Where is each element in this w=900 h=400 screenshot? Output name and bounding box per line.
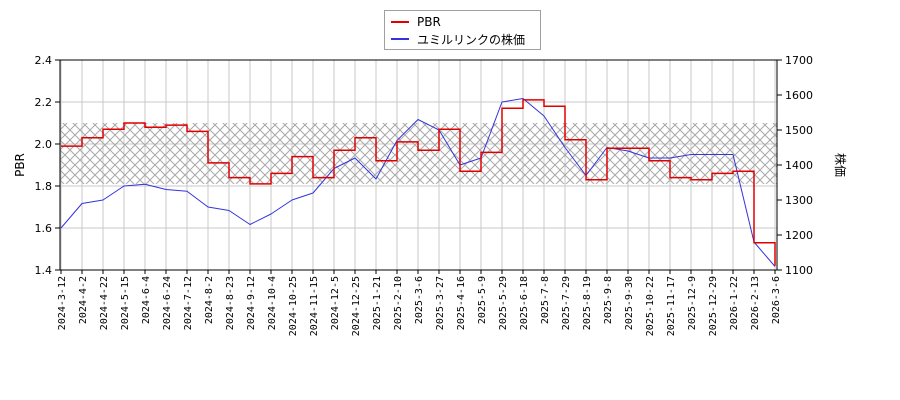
svg-text:2026-1-22: 2026-1-22 xyxy=(729,276,740,330)
svg-text:2025-11-17: 2025-11-17 xyxy=(666,276,677,336)
svg-text:2024-3-12: 2024-3-12 xyxy=(57,276,68,330)
left-axis: 1.4 1.6 1.8 2.0 2.2 2.4 xyxy=(35,54,60,277)
svg-text:2025-1-21: 2025-1-21 xyxy=(372,276,383,330)
svg-text:2025-4-16: 2025-4-16 xyxy=(456,276,467,330)
legend-label-price: ユミルリンクの株価 xyxy=(417,32,526,47)
svg-text:1.4: 1.4 xyxy=(35,264,53,277)
svg-text:2024-9-12: 2024-9-12 xyxy=(246,276,257,330)
svg-text:1.8: 1.8 xyxy=(35,180,53,193)
svg-text:2025-6-18: 2025-6-18 xyxy=(519,276,530,330)
svg-text:2.0: 2.0 xyxy=(35,138,53,151)
svg-text:2024-6-24: 2024-6-24 xyxy=(162,276,173,330)
right-axis: 1100 1200 1300 1400 1500 1600 1700 xyxy=(777,54,813,277)
svg-text:2025-9-8: 2025-9-8 xyxy=(603,276,614,324)
svg-text:1.6: 1.6 xyxy=(35,222,53,235)
svg-text:1400: 1400 xyxy=(785,159,813,172)
svg-text:2025-5-29: 2025-5-29 xyxy=(498,276,509,330)
svg-text:2024-12-25: 2024-12-25 xyxy=(351,276,362,336)
svg-text:2024-5-15: 2024-5-15 xyxy=(120,276,131,330)
svg-text:2024-7-12: 2024-7-12 xyxy=(183,276,194,330)
svg-text:2025-5-9: 2025-5-9 xyxy=(477,276,488,324)
svg-text:2025-3-27: 2025-3-27 xyxy=(435,276,446,330)
svg-text:2025-12-29: 2025-12-29 xyxy=(708,276,719,336)
svg-text:2024-10-25: 2024-10-25 xyxy=(288,276,299,336)
right-axis-label: 株価 xyxy=(833,153,848,177)
svg-text:1600: 1600 xyxy=(785,89,813,102)
svg-text:2026-3-6: 2026-3-6 xyxy=(771,276,782,324)
svg-text:2024-6-4: 2024-6-4 xyxy=(141,276,152,324)
svg-text:2026-2-13: 2026-2-13 xyxy=(750,276,761,330)
pbr-series-line xyxy=(61,99,776,266)
legend-label-pbr: PBR xyxy=(417,15,441,29)
svg-text:2024-4-22: 2024-4-22 xyxy=(99,276,110,330)
svg-text:2.2: 2.2 xyxy=(35,96,53,109)
svg-text:2025-12-9: 2025-12-9 xyxy=(687,276,698,330)
svg-text:2025-10-22: 2025-10-22 xyxy=(645,276,656,336)
svg-text:1300: 1300 xyxy=(785,194,813,207)
svg-text:2024-4-2: 2024-4-2 xyxy=(78,276,89,324)
svg-text:2025-3-6: 2025-3-6 xyxy=(414,276,425,324)
svg-text:2024-12-5: 2024-12-5 xyxy=(330,276,341,330)
svg-text:2024-8-23: 2024-8-23 xyxy=(225,276,236,330)
svg-text:2025-7-29: 2025-7-29 xyxy=(561,276,572,330)
svg-text:1200: 1200 xyxy=(785,229,813,242)
svg-text:2025-9-30: 2025-9-30 xyxy=(624,276,635,330)
svg-text:2025-7-8: 2025-7-8 xyxy=(540,276,551,324)
legend: PBR ユミルリンクの株価 xyxy=(384,10,541,50)
svg-text:2025-2-10: 2025-2-10 xyxy=(393,276,404,330)
legend-item-price: ユミルリンクの株価 xyxy=(391,31,525,47)
x-axis: 2024-3-12 2024-4-2 2024-4-22 2024-5-15 2024-… xyxy=(57,270,782,336)
svg-text:2024-11-15: 2024-11-15 xyxy=(309,276,320,336)
svg-text:2024-8-2: 2024-8-2 xyxy=(204,276,215,324)
svg-text:2.4: 2.4 xyxy=(35,54,53,67)
legend-item-pbr: PBR xyxy=(391,14,441,30)
svg-text:1100: 1100 xyxy=(785,264,813,277)
svg-text:1500: 1500 xyxy=(785,124,813,137)
left-axis-label: PBR xyxy=(13,153,27,177)
price-series-line xyxy=(60,98,776,267)
price-swatch-icon xyxy=(391,38,409,40)
pbr-swatch-icon xyxy=(391,21,409,23)
svg-text:2025-8-19: 2025-8-19 xyxy=(582,276,593,330)
svg-text:1700: 1700 xyxy=(785,54,813,67)
svg-text:2024-10-4: 2024-10-4 xyxy=(267,276,278,330)
shaded-band xyxy=(60,123,777,184)
